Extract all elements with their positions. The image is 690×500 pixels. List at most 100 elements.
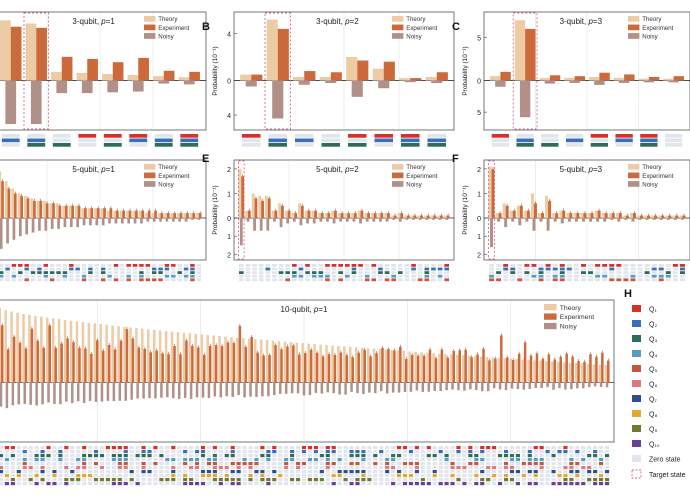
ytick-label: 5 <box>477 110 481 117</box>
state-cell <box>212 478 217 482</box>
state-cell <box>103 138 122 143</box>
state-cell <box>593 462 598 466</box>
bar-experiment <box>583 213 587 218</box>
state-cell <box>331 274 337 278</box>
bar-noisy <box>385 382 389 394</box>
state-cell <box>637 267 643 271</box>
bar-noisy <box>659 218 663 220</box>
state-cell <box>640 138 658 143</box>
state-cell <box>533 482 538 486</box>
state-cell <box>515 478 520 482</box>
state-cell <box>539 466 544 470</box>
state-cell <box>99 482 105 486</box>
bar-theory <box>545 361 548 383</box>
state-cell <box>391 264 397 267</box>
state-cell <box>34 462 39 466</box>
state-cell <box>343 478 348 482</box>
state-cell <box>76 478 81 482</box>
bar-noisy <box>35 382 38 406</box>
bar-experiment <box>77 205 81 218</box>
state-cell <box>402 446 408 450</box>
bar-experiment <box>519 205 523 218</box>
state-cell <box>180 138 199 143</box>
state-cell <box>135 474 140 478</box>
state-cell <box>165 482 170 486</box>
state-cell <box>527 474 532 478</box>
state-cell <box>545 454 550 458</box>
bar-noisy <box>302 382 306 396</box>
bar-experiment <box>254 198 258 218</box>
state-cell <box>313 454 318 458</box>
state-cell <box>489 267 495 271</box>
state-cell <box>10 474 15 478</box>
state-cell <box>456 450 461 454</box>
state-cell <box>414 470 419 474</box>
bar-experiment <box>30 328 34 383</box>
state-cell <box>414 474 419 478</box>
state-cell <box>609 271 615 274</box>
bar-experiment <box>109 208 113 218</box>
bar-theory <box>516 205 520 218</box>
state-cell <box>30 267 36 271</box>
state-cell <box>456 482 461 486</box>
state-cell <box>10 454 15 458</box>
bar-theory <box>337 213 341 218</box>
state-cell <box>426 474 431 478</box>
state-cell <box>344 267 350 271</box>
panel-title: 5-qubit, p=3 <box>560 165 603 174</box>
state-cell <box>444 264 450 267</box>
state-cell <box>126 264 131 267</box>
state-cell <box>154 138 173 143</box>
state-cell <box>158 267 163 271</box>
state-cell <box>76 446 81 450</box>
state-cell <box>444 278 450 282</box>
state-cell <box>587 478 592 482</box>
state-cell <box>194 462 200 466</box>
state-cell <box>46 482 51 486</box>
state-cell <box>595 267 601 271</box>
bar-experiment <box>549 75 561 81</box>
state-cell <box>527 450 532 454</box>
state-cell <box>402 458 408 462</box>
state-cell <box>402 454 408 458</box>
state-cell <box>94 267 100 271</box>
bar-theory <box>87 322 91 383</box>
state-cell <box>474 446 479 450</box>
state-cell <box>260 450 265 454</box>
bar-theory <box>277 341 281 383</box>
bar-theory <box>564 77 575 81</box>
state-cell <box>343 450 348 454</box>
bar-noisy <box>89 218 92 226</box>
state-cell <box>414 482 419 486</box>
bar-theory <box>354 347 358 383</box>
state-cell <box>527 470 532 474</box>
state-cell <box>379 450 384 454</box>
bar-theory <box>410 215 414 218</box>
state-cell <box>400 134 420 138</box>
bar-experiment <box>597 210 601 218</box>
state-cell <box>0 482 4 486</box>
bar-experiment <box>400 213 404 218</box>
state-cell <box>432 482 437 486</box>
state-cell <box>70 458 75 462</box>
state-cell <box>509 482 515 486</box>
state-cell <box>258 274 264 278</box>
bar-theory <box>258 195 262 218</box>
state-cell <box>81 274 87 278</box>
state-cell <box>615 134 633 138</box>
state-cell <box>575 462 580 466</box>
panel-title-prefix: 5-qubit, <box>316 165 345 174</box>
state-cell <box>0 267 4 271</box>
bar-theory <box>344 213 348 218</box>
panel-frame <box>483 159 690 261</box>
bar-noisy <box>183 80 195 85</box>
bar-noisy <box>610 218 614 220</box>
state-cell <box>331 466 336 470</box>
bar-noisy <box>596 218 600 222</box>
state-cell <box>0 454 4 458</box>
state-cell <box>22 474 27 478</box>
state-cell <box>301 450 307 454</box>
bar-noisy <box>267 382 270 397</box>
state-cell <box>581 462 586 466</box>
